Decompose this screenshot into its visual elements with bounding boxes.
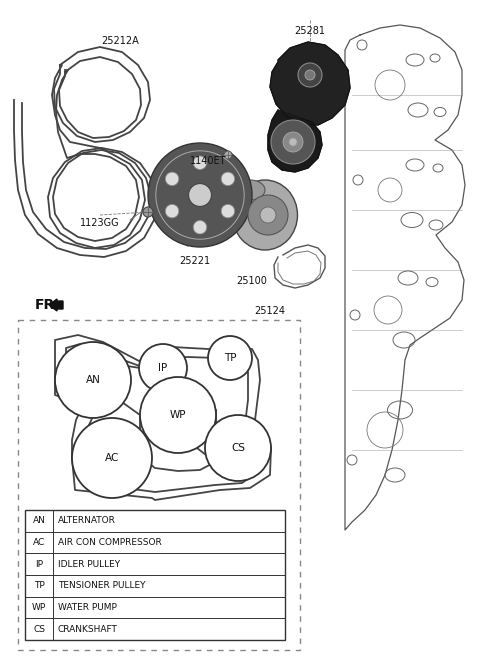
Circle shape (140, 377, 216, 453)
Text: 1140ET: 1140ET (190, 156, 226, 166)
Text: TENSIONER PULLEY: TENSIONER PULLEY (58, 581, 145, 590)
FancyArrow shape (49, 299, 63, 311)
Polygon shape (270, 42, 350, 125)
Circle shape (305, 70, 315, 80)
Circle shape (189, 184, 211, 207)
Circle shape (143, 207, 153, 217)
Text: CRANKSHAFT: CRANKSHAFT (58, 625, 118, 634)
Text: WP: WP (170, 410, 186, 420)
Circle shape (224, 151, 232, 159)
Text: TP: TP (34, 581, 44, 590)
Text: TP: TP (224, 353, 236, 363)
Text: AC: AC (33, 538, 45, 547)
Text: 25100: 25100 (237, 276, 267, 286)
Circle shape (260, 207, 276, 223)
Ellipse shape (235, 180, 265, 200)
Polygon shape (268, 110, 322, 172)
Bar (25, 510, 285, 640)
Circle shape (221, 205, 235, 218)
Text: AIR CON COMPRESSOR: AIR CON COMPRESSOR (58, 538, 162, 547)
Bar (18, 320, 300, 650)
Circle shape (165, 205, 179, 218)
Circle shape (205, 415, 271, 481)
Text: WP: WP (32, 603, 46, 612)
Circle shape (193, 220, 207, 234)
Text: IP: IP (158, 363, 168, 373)
Circle shape (248, 195, 288, 235)
Circle shape (271, 120, 315, 164)
Text: 25221: 25221 (180, 256, 211, 266)
Text: AN: AN (85, 375, 100, 385)
Circle shape (283, 132, 303, 152)
Circle shape (55, 342, 131, 418)
Text: ALTERNATOR: ALTERNATOR (58, 516, 116, 525)
Text: IDLER PULLEY: IDLER PULLEY (58, 560, 120, 569)
Circle shape (298, 63, 322, 87)
Circle shape (139, 344, 187, 392)
Text: CS: CS (231, 443, 245, 453)
Text: AN: AN (33, 516, 46, 525)
Circle shape (165, 172, 179, 186)
Text: IP: IP (35, 560, 43, 569)
Text: 1123GG: 1123GG (80, 218, 120, 228)
Ellipse shape (232, 180, 298, 250)
Text: AC: AC (105, 453, 119, 463)
Circle shape (72, 418, 152, 498)
Text: WATER PUMP: WATER PUMP (58, 603, 117, 612)
Circle shape (289, 138, 297, 146)
Circle shape (193, 156, 207, 169)
Text: 25212A: 25212A (101, 36, 139, 46)
Text: 25124: 25124 (254, 306, 286, 316)
Circle shape (221, 172, 235, 186)
Circle shape (208, 336, 252, 380)
Circle shape (148, 143, 252, 247)
Text: FR.: FR. (35, 298, 61, 312)
Text: CS: CS (33, 625, 45, 634)
Text: 25281: 25281 (295, 26, 325, 36)
